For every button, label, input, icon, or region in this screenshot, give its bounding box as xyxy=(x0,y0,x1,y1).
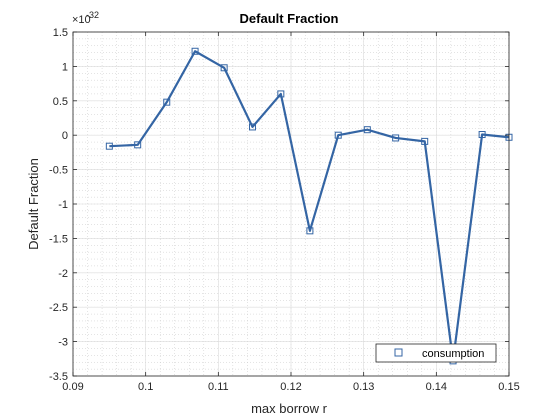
y-tick-label: -2 xyxy=(58,268,68,280)
y-tick-label: 0 xyxy=(62,130,68,142)
data-point-consumption xyxy=(191,47,199,55)
x-tick-label: 0.1 xyxy=(138,381,153,393)
y-tick-label: -3.5 xyxy=(49,371,68,383)
data-point-consumption xyxy=(306,227,314,235)
y-tick-label: -1.5 xyxy=(49,233,68,245)
data-point-consumption xyxy=(334,131,342,139)
x-tick-label: 0.09 xyxy=(62,381,83,393)
y-tick-label: -1 xyxy=(58,199,68,211)
x-tick-label: 0.11 xyxy=(208,381,229,393)
y-tick-label: -0.5 xyxy=(49,165,68,177)
y-tick-label: 1 xyxy=(62,61,68,73)
exponent-label: ×10 -32 xyxy=(72,10,99,26)
series-layer xyxy=(105,47,513,365)
exponent-base: ×10 xyxy=(72,14,91,26)
y-tick-label: 1.5 xyxy=(53,27,68,39)
x-tick-labels: 0.09 0.1 0.11 0.12 0.13 0.14 0.15 xyxy=(62,381,519,393)
x-tick-label: 0.14 xyxy=(426,381,447,393)
x-axis-label: max borrow r xyxy=(251,401,328,416)
series-line-consumption xyxy=(109,50,510,362)
x-tick-label: 0.12 xyxy=(280,381,301,393)
y-tick-label: 0.5 xyxy=(53,96,68,108)
y-tick-label: -3 xyxy=(58,337,68,349)
legend-marker-consumption xyxy=(394,348,403,357)
data-point-consumption xyxy=(421,137,429,145)
data-point-consumption xyxy=(248,123,256,131)
data-point-consumption xyxy=(363,126,371,134)
y-axis-label: Default Fraction xyxy=(26,158,41,250)
exponent-power: -32 xyxy=(86,10,99,20)
data-point-consumption xyxy=(105,142,113,150)
data-point-consumption xyxy=(220,64,228,72)
data-point-consumption xyxy=(134,141,142,149)
legend: consumption xyxy=(375,343,497,363)
data-point-consumption xyxy=(478,131,486,139)
axis-ticks xyxy=(72,31,510,377)
legend-box xyxy=(375,343,497,363)
data-point-consumption xyxy=(277,90,285,98)
y-tick-labels: 1.5 1 0.5 0 -0.5 -1 -1.5 -2 -2.5 -3 -3.5 xyxy=(49,27,68,383)
x-tick-label: 0.15 xyxy=(498,381,519,393)
chart-title: Default Fraction xyxy=(240,11,339,26)
data-point-consumption xyxy=(163,98,171,106)
y-tick-label: -2.5 xyxy=(49,302,68,314)
x-tick-label: 0.13 xyxy=(353,381,374,393)
legend-label-consumption: consumption xyxy=(422,348,484,360)
data-point-consumption xyxy=(392,134,400,142)
